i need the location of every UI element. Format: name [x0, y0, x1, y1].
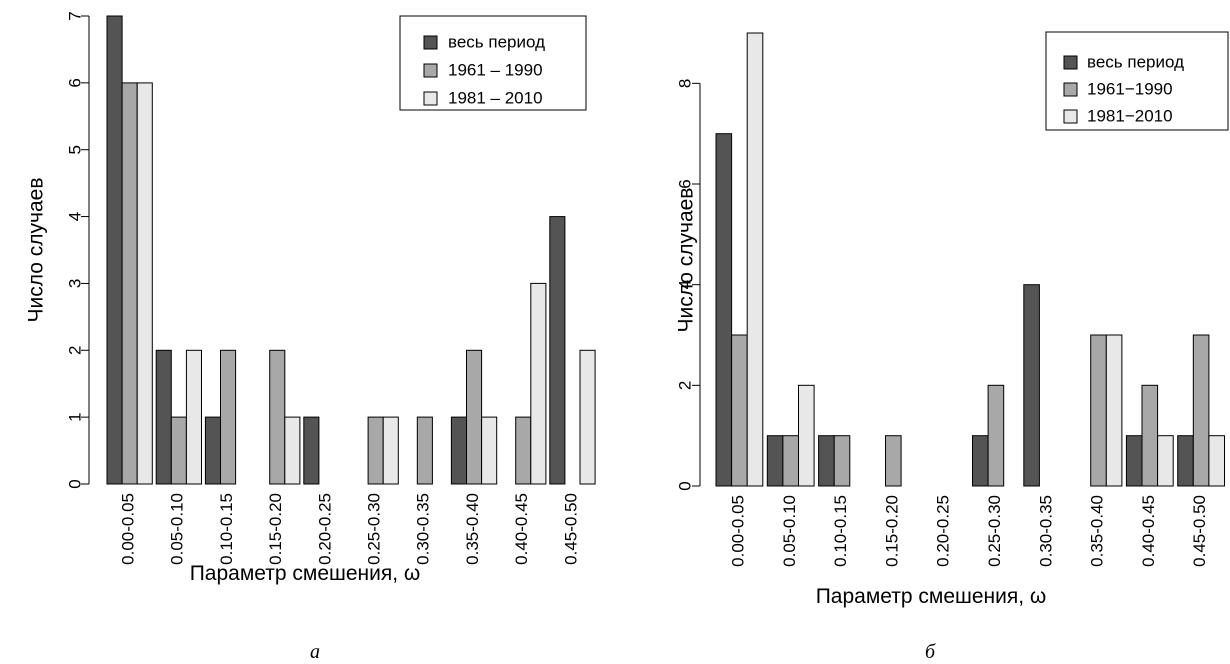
legend-swatch — [423, 35, 438, 50]
legend-swatch — [423, 63, 438, 78]
bar — [782, 435, 800, 487]
legend-label: весь период — [448, 32, 545, 51]
legend: весь период 1961 – 1990 1981 – 2010 — [399, 15, 587, 111]
bar — [1141, 384, 1159, 487]
bar — [715, 133, 733, 487]
x-tick-label: 0.00-0.05 — [118, 493, 137, 565]
x-tick-label: 0.35-0.40 — [1088, 495, 1107, 567]
bar — [1105, 334, 1123, 487]
x-tick-label: 0.15-0.20 — [882, 495, 901, 567]
bar — [1023, 284, 1040, 487]
y-axis-title: Число случаев — [675, 188, 698, 333]
bar — [450, 416, 467, 485]
x-tick-label: 0.25-0.30 — [985, 495, 1004, 567]
bar — [1192, 334, 1210, 487]
x-tick-label: 0.05-0.10 — [168, 493, 187, 565]
bar — [972, 435, 989, 487]
bar — [579, 349, 596, 485]
bar — [515, 416, 532, 485]
bar — [185, 349, 202, 485]
legend-label: 1961−1990 — [1087, 79, 1173, 98]
bar — [106, 15, 123, 485]
legend-label: весь период — [1087, 52, 1184, 71]
bar — [766, 435, 784, 487]
bar — [481, 416, 498, 485]
x-tick-label: 0.25-0.30 — [364, 493, 383, 565]
bar — [284, 416, 301, 485]
bar — [367, 416, 384, 485]
legend-label: 1981−2010 — [1087, 106, 1173, 125]
chart-panel-a: 0.00-0.05 0.05-0.10 0.10-0.15 0.15-0.20 0.20… — [25, 11, 596, 585]
y-tick-label: 2 — [65, 346, 84, 355]
x-tick-label: 0.00-0.05 — [728, 495, 747, 567]
y-tick-label: 4 — [65, 212, 84, 221]
bar — [1208, 435, 1226, 487]
bar — [549, 216, 566, 485]
x-tick-label: 0.30-0.35 — [1036, 495, 1055, 567]
legend: весь период 1961−1990 1981−2010 — [1045, 31, 1229, 131]
legend-swatch — [1063, 55, 1078, 70]
x-tick-label: 0.40-0.45 — [512, 493, 531, 565]
x-axis-title: Параметр смешения, ω — [816, 585, 1047, 608]
bar — [885, 435, 902, 487]
y-tick-label: 3 — [65, 279, 84, 288]
bar — [1090, 334, 1107, 487]
y-tick-label: 1 — [65, 412, 84, 421]
y-tick-label: 2 — [675, 381, 694, 390]
x-tick-label: 0.45-0.50 — [561, 493, 580, 565]
chart-panel-b: 0.00-0.05 0.05-0.10 0.10-0.15 0.15-0.20 0.20… — [675, 31, 1229, 608]
legend-swatch — [1063, 82, 1078, 97]
y-tick-label: 0 — [65, 479, 84, 488]
legend-swatch — [1063, 109, 1078, 124]
legend-label: 1961 – 1990 — [448, 60, 543, 79]
bar — [746, 32, 764, 487]
bar — [155, 349, 172, 485]
x-tick-label: 0.35-0.40 — [463, 493, 482, 565]
bar — [204, 416, 221, 485]
bar — [1157, 435, 1174, 487]
bar — [136, 82, 153, 485]
x-tick-label: 0.20-0.25 — [315, 493, 334, 565]
bar — [121, 82, 138, 485]
y-tick-label: 8 — [675, 79, 694, 88]
bar — [170, 416, 187, 485]
bar — [530, 282, 547, 485]
y-tick-label: 6 — [675, 179, 694, 188]
bar — [1125, 435, 1143, 487]
y-tick-label: 5 — [65, 145, 84, 154]
bar — [1177, 435, 1194, 487]
bar — [466, 349, 483, 485]
bar — [220, 349, 237, 485]
bar — [798, 384, 815, 487]
panel-label-b: б — [925, 641, 936, 663]
panel-label-a: а — [310, 641, 320, 663]
y-tick-label: 7 — [65, 11, 84, 20]
bar — [987, 384, 1005, 487]
legend-swatch — [423, 91, 438, 106]
x-tick-label: 0.10-0.15 — [217, 493, 236, 565]
bar — [731, 334, 748, 487]
x-axis-title: Параметр смешения, ω — [190, 562, 421, 585]
y-tick-label: 6 — [65, 78, 84, 87]
bar — [382, 416, 399, 485]
x-tick-label: 0.05-0.10 — [780, 495, 799, 567]
bar — [303, 416, 320, 485]
x-tick-label: 0.10-0.15 — [831, 495, 850, 567]
y-axis-title: Число случаев — [25, 178, 48, 323]
x-tick-label: 0.15-0.20 — [266, 493, 285, 565]
bar — [818, 435, 835, 487]
bar — [269, 349, 286, 485]
x-tick-label: 0.20-0.25 — [934, 495, 953, 567]
bar — [833, 435, 851, 487]
bar — [416, 416, 433, 485]
legend-label: 1981 – 2010 — [448, 88, 543, 107]
y-tick-label: 4 — [675, 280, 694, 289]
x-tick-label: 0.45-0.50 — [1190, 495, 1209, 567]
y-tick-label: 0 — [675, 481, 694, 490]
x-tick-label: 0.30-0.35 — [414, 493, 433, 565]
x-tick-label: 0.40-0.45 — [1139, 495, 1158, 567]
